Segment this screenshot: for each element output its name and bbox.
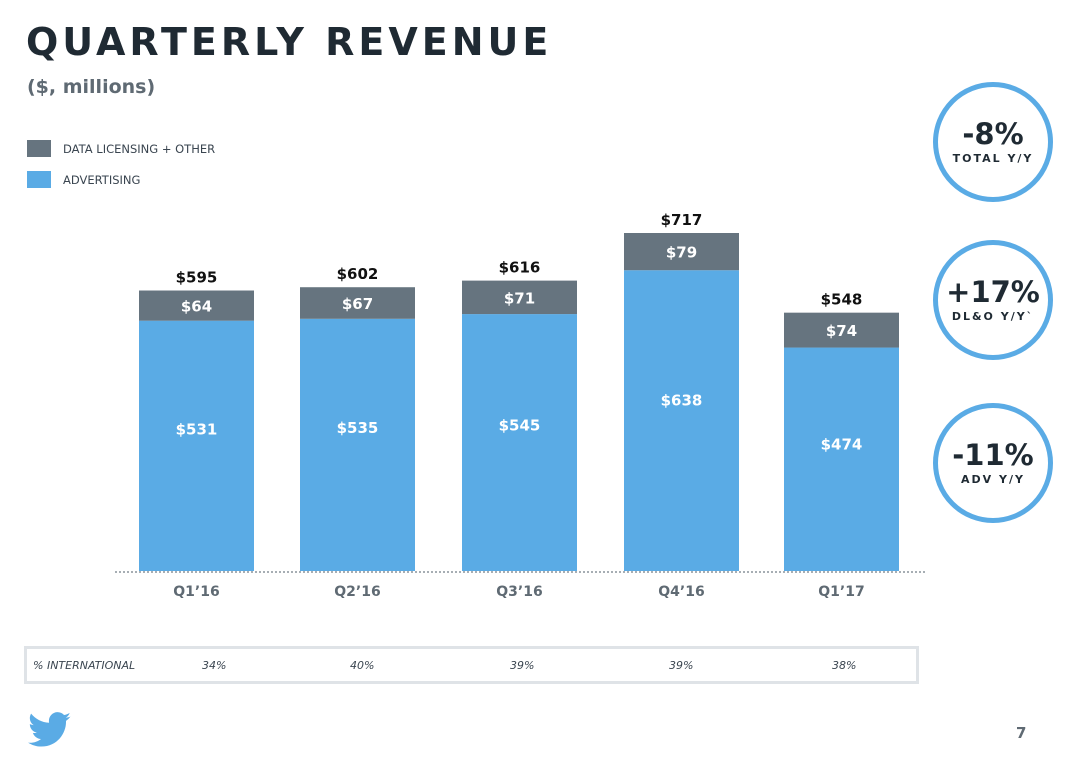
bar-advertising-4 <box>784 347 899 571</box>
label-advertising-0: $531 <box>176 420 218 438</box>
kpi-adv-yy-value: -11% <box>952 437 1034 472</box>
label-total-4: $548 <box>821 291 863 309</box>
x-tick-label-1: Q2’16 <box>334 584 380 600</box>
kpi-adv-yy-label: ADV Y/Y <box>961 473 1025 487</box>
bar-advertising-0 <box>139 320 254 571</box>
international-label: % INTERNATIONAL <box>33 658 136 672</box>
bar-data-licensing-4 <box>784 312 899 348</box>
x-tick-label-0: Q1’16 <box>173 584 219 600</box>
label-data-licensing-1: $67 <box>342 295 373 313</box>
international-value-q1-17: 38% <box>832 658 857 672</box>
international-row: % INTERNATIONAL 34% 40% 39% 39% 38% <box>24 646 919 684</box>
page-title: QUARTERLY REVENUE <box>26 20 553 64</box>
kpi-dlo-yy-circle: +17% DL&O Y/Y` <box>933 240 1053 360</box>
bar-data-licensing-2 <box>462 280 577 315</box>
legend-label-advertising: ADVERTISING <box>63 172 141 187</box>
international-value-q3-16: 39% <box>510 658 535 672</box>
x-tick-label-4: Q1’17 <box>818 584 864 600</box>
twitter-bird-icon <box>28 712 71 747</box>
label-total-0: $595 <box>176 269 218 287</box>
bar-advertising-3 <box>624 270 739 571</box>
label-total-1: $602 <box>337 265 379 283</box>
page-subtitle: ($, millions) <box>27 76 156 98</box>
bar-data-licensing-0 <box>139 290 254 321</box>
label-data-licensing-4: $74 <box>826 322 857 340</box>
label-total-2: $616 <box>499 259 541 277</box>
kpi-adv-yy-circle: -11% ADV Y/Y <box>933 403 1053 523</box>
international-value-q2-16: 40% <box>350 658 375 672</box>
international-value-q1-16: 34% <box>202 658 227 672</box>
label-advertising-3: $638 <box>661 392 703 410</box>
legend-swatch-advertising <box>27 171 51 188</box>
legend-item-advertising: ADVERTISING <box>27 164 215 195</box>
label-total-3: $717 <box>661 211 703 229</box>
international-value-q4-16: 39% <box>669 658 694 672</box>
kpi-total-yy-circle: -8% TOTAL Y/Y <box>933 82 1053 202</box>
label-advertising-4: $474 <box>821 436 863 454</box>
label-data-licensing-3: $79 <box>666 244 697 262</box>
legend-swatch-data-licensing <box>27 140 51 157</box>
label-advertising-2: $545 <box>499 417 541 435</box>
x-tick-label-3: Q4’16 <box>658 584 704 600</box>
bar-data-licensing-1 <box>300 287 415 319</box>
x-tick-label-2: Q3’16 <box>496 584 542 600</box>
label-advertising-1: $535 <box>337 419 379 437</box>
page-number: 7 <box>1016 724 1027 742</box>
legend-label-data-licensing: DATA LICENSING + OTHER <box>63 141 216 156</box>
bar-data-licensing-3 <box>624 233 739 271</box>
chart-legend: DATA LICENSING + OTHER ADVERTISING <box>27 133 215 195</box>
label-data-licensing-2: $71 <box>504 289 535 307</box>
kpi-total-yy-value: -8% <box>962 116 1024 151</box>
bar-advertising-2 <box>462 314 577 571</box>
kpi-dlo-yy-label: DL&O Y/Y` <box>951 310 1035 324</box>
legend-item-data-licensing: DATA LICENSING + OTHER <box>27 133 215 164</box>
bar-advertising-1 <box>300 318 415 571</box>
kpi-dlo-yy-value: +17% <box>946 274 1040 309</box>
label-data-licensing-0: $64 <box>181 298 212 316</box>
kpi-total-yy-label: TOTAL Y/Y <box>952 152 1034 166</box>
